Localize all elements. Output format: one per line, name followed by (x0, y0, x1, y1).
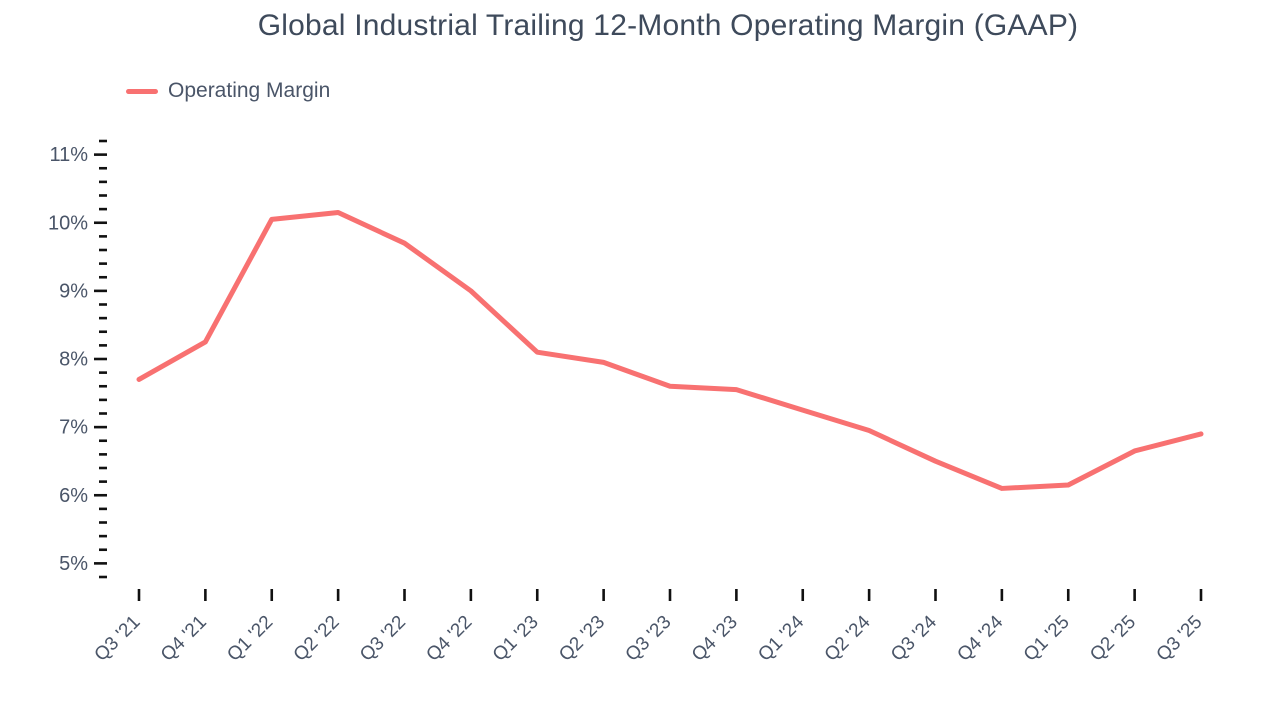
x-axis-tick-label: Q3 '21 (91, 612, 145, 666)
x-axis-tick-label: Q4 '21 (157, 612, 211, 666)
x-axis-tick-label: Q1 '24 (754, 611, 808, 665)
x-axis-tick-label: Q3 '25 (1153, 612, 1207, 666)
y-axis-tick-label: 7% (59, 417, 88, 439)
x-axis-tick-label: Q4 '23 (688, 612, 742, 666)
x-axis-tick-label: Q2 '23 (555, 612, 609, 666)
y-axis-tick-label: 11% (49, 144, 88, 166)
x-axis-tick-label: Q4 '24 (953, 611, 1007, 665)
y-axis-tick-label: 9% (59, 280, 88, 302)
x-axis-tick-label: Q1 '22 (223, 612, 277, 666)
y-axis-tick-label: 6% (59, 485, 88, 507)
legend[interactable]: Operating Margin (126, 79, 330, 103)
y-axis-tick-label: 5% (59, 553, 88, 575)
legend-label: Operating Margin (168, 79, 331, 102)
x-axis-tick-label: Q2 '24 (821, 611, 875, 665)
x-axis-tick-label: Q3 '22 (356, 612, 410, 666)
x-axis-tick-label: Q4 '22 (422, 612, 476, 666)
x-axis-tick-label: Q3 '24 (887, 611, 941, 665)
x-axis-tick-label: Q2 '22 (290, 612, 344, 666)
y-axis-tick-label: 10% (48, 212, 88, 234)
x-axis-tick-label: Q3 '23 (622, 612, 676, 666)
legend-line-swatch (126, 88, 158, 94)
chart-title: Global Industrial Trailing 12-Month Oper… (257, 9, 1079, 42)
series-line-operating-margin (136, 210, 1204, 491)
x-axis-tick-label: Q2 '25 (1086, 612, 1140, 666)
x-axis-tick-label: Q1 '23 (489, 612, 543, 666)
y-axis-tick-label: 8% (59, 349, 88, 371)
x-axis-tick-label: Q1 '25 (1020, 612, 1074, 666)
